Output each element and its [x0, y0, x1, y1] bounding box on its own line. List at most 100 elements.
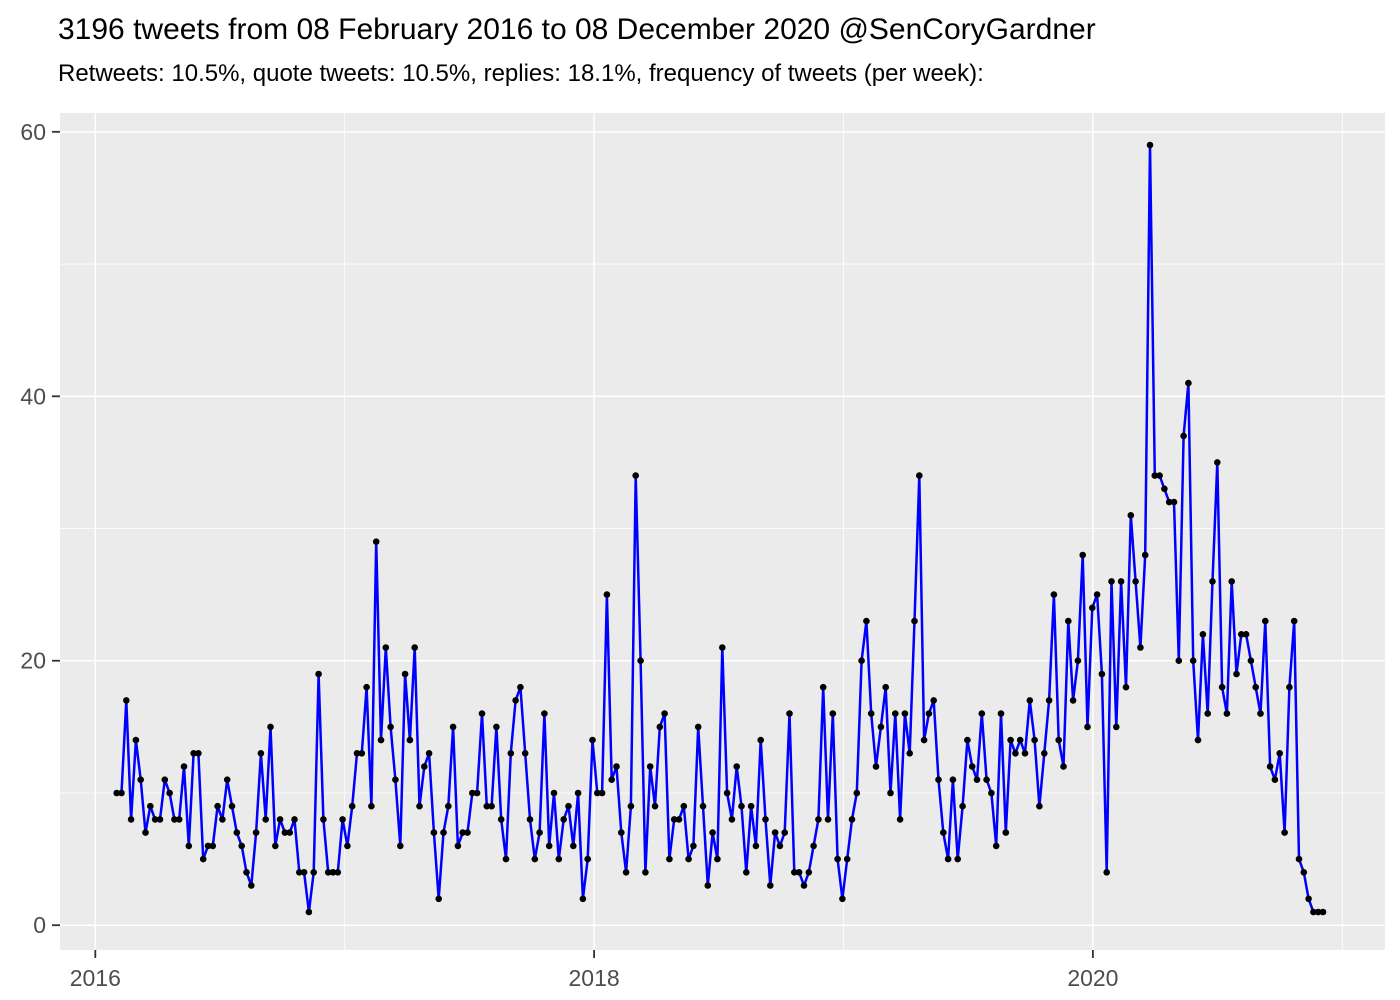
data-point [156, 816, 164, 823]
data-point [195, 750, 202, 757]
data-point [517, 683, 524, 691]
data-point [1161, 485, 1168, 493]
data-point [964, 736, 971, 744]
data-point [1199, 631, 1207, 638]
data-point [757, 736, 764, 744]
data-point [300, 869, 308, 876]
data-point [767, 882, 774, 889]
data-point [147, 802, 154, 810]
data-point [127, 816, 135, 823]
data-point [690, 842, 697, 850]
data-point [670, 816, 678, 823]
data-point [1141, 551, 1149, 559]
y-axis-label: 20 [20, 648, 46, 674]
data-point [1016, 736, 1024, 744]
data-point [853, 789, 861, 797]
data-point [358, 750, 366, 757]
data-point [382, 644, 390, 651]
data-point [1305, 895, 1312, 903]
data-point [190, 750, 197, 757]
data-point [584, 855, 591, 863]
data-line [115, 143, 1325, 914]
data-point [978, 710, 986, 717]
data-point [1093, 591, 1101, 598]
data-point [733, 763, 740, 770]
data-point [1036, 802, 1043, 810]
data-point [507, 750, 515, 757]
data-point [521, 750, 529, 757]
data-point [1180, 432, 1187, 440]
data-point [555, 855, 563, 863]
data-point [920, 736, 928, 744]
data-point [819, 683, 827, 691]
data-point [685, 855, 692, 863]
data-point [800, 882, 808, 889]
data-point [618, 829, 625, 836]
chart-subtitle: Retweets: 10.5%, quote tweets: 10.5%, re… [58, 60, 984, 87]
data-point [1156, 472, 1163, 479]
data-point [1266, 763, 1274, 770]
data-point [877, 723, 885, 731]
chart-panel [60, 113, 1385, 950]
data-point [872, 763, 880, 770]
data-point [324, 869, 332, 876]
data-point [132, 736, 140, 744]
data-point [483, 802, 491, 810]
data-point [1281, 829, 1288, 836]
data-point [1074, 657, 1082, 664]
chart-title: 3196 tweets from 08 February 2016 to 08 … [58, 13, 1096, 46]
data-point [680, 802, 688, 810]
data-point [238, 842, 245, 850]
data-point [219, 816, 226, 823]
data-point [1276, 750, 1283, 757]
data-point [1132, 578, 1139, 585]
data-point [545, 842, 553, 850]
data-point [1026, 697, 1034, 704]
x-axis-label: 2018 [569, 965, 620, 991]
data-point [930, 697, 937, 704]
x-axis-label: 2020 [1067, 965, 1118, 991]
data-point [570, 842, 577, 850]
data-point [445, 802, 452, 810]
data-point [940, 829, 947, 836]
data-point [589, 736, 596, 744]
data-point [272, 842, 279, 850]
data-point [1069, 697, 1077, 704]
data-point [675, 816, 683, 823]
data-point [305, 908, 313, 916]
data-point [815, 816, 822, 823]
data-point [1247, 657, 1255, 664]
data-point [1127, 512, 1135, 519]
data-point [834, 855, 841, 863]
data-point [166, 789, 173, 797]
x-axis-label: 2016 [70, 965, 121, 991]
data-point [296, 869, 303, 876]
data-point [935, 776, 942, 783]
data-point [762, 816, 769, 823]
data-point [276, 816, 284, 823]
data-point [411, 644, 419, 651]
data-point [113, 789, 120, 797]
data-point [151, 816, 159, 823]
data-point [401, 670, 409, 678]
data-point [829, 710, 837, 717]
data-point [425, 750, 433, 757]
data-point [199, 855, 207, 863]
data-point [887, 789, 894, 797]
data-point [1295, 855, 1303, 863]
data-point [704, 882, 712, 889]
data-point [843, 855, 851, 863]
data-point [541, 710, 548, 717]
data-point [1300, 869, 1308, 876]
data-point [786, 710, 793, 717]
data-point [435, 895, 443, 903]
data-point [805, 869, 813, 876]
data-point [171, 816, 178, 823]
data-point [906, 750, 913, 757]
data-point [329, 869, 337, 876]
data-point [353, 750, 361, 757]
data-point [1214, 459, 1221, 466]
data-point [257, 750, 265, 757]
